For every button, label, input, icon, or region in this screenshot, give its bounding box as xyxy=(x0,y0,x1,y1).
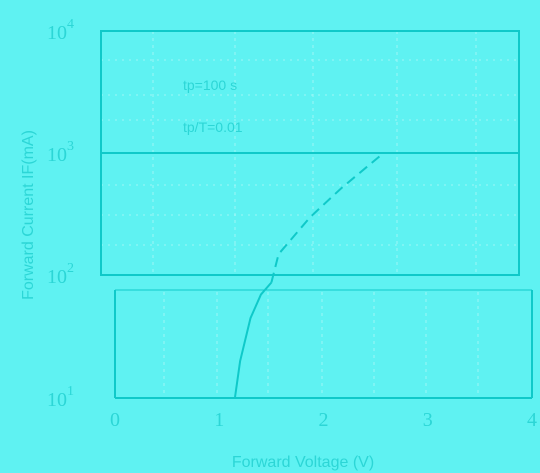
annotation-pulse-width: tp=100 s xyxy=(183,77,237,93)
annotation-duty-cycle: tp/T=0.01 xyxy=(183,119,243,135)
chart-frame xyxy=(100,30,533,399)
chart-ticks: 0 1 2 3 4 101 102 103 104 xyxy=(47,17,537,431)
y-axis-label: Forward Current IF(mA) xyxy=(20,130,37,300)
x-axis-label: Forward Voltage (V) xyxy=(232,454,374,471)
x-tick-label: 4 xyxy=(527,409,537,431)
x-tick-label: 2 xyxy=(319,409,329,431)
chart-grid xyxy=(101,31,519,398)
chart-series xyxy=(233,152,384,399)
y-tick-label: 104 xyxy=(47,17,74,44)
x-tick-label: 0 xyxy=(110,409,120,431)
x-tick-label: 1 xyxy=(214,409,224,431)
x-tick-label: 3 xyxy=(423,409,433,431)
y-tick-label: 101 xyxy=(47,384,74,411)
series-line-dashed xyxy=(270,152,384,283)
series-line-solid xyxy=(233,281,273,399)
y-tick-label: 103 xyxy=(47,139,74,166)
y-tick-label: 102 xyxy=(47,261,74,288)
